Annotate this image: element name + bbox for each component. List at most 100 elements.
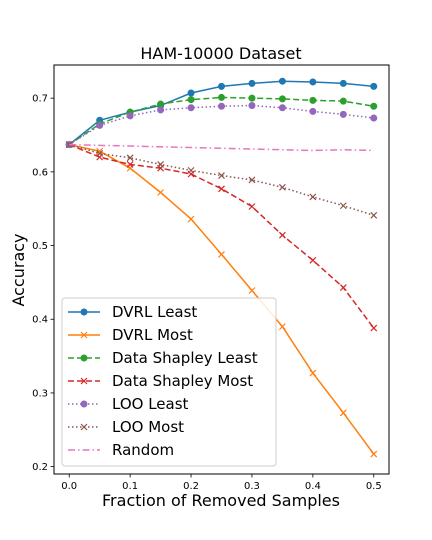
data-point: [309, 256, 317, 264]
data-point: [370, 450, 378, 458]
data-point: [218, 250, 225, 258]
legend-label: DVRL Least: [112, 303, 197, 321]
data-point: [309, 369, 317, 377]
data-point: [309, 96, 317, 104]
data-point: [339, 202, 347, 210]
legend-item: Data Shapley Least: [68, 349, 258, 367]
data-point: [370, 211, 378, 219]
legend-marker: [80, 331, 88, 339]
series-data-shapley-least: [65, 93, 378, 149]
data-point: [309, 107, 317, 115]
series-line: [68, 143, 375, 329]
data-point: [278, 231, 286, 239]
legend-label: LOO Most: [112, 418, 184, 436]
series-line: [69, 143, 374, 217]
plot-frame: [53, 64, 390, 475]
data-point: [248, 79, 256, 87]
data-point: [187, 89, 195, 97]
data-point: [339, 110, 347, 118]
data-point: [218, 102, 226, 110]
x-tick-label: 0.4: [305, 481, 321, 492]
series-line: [68, 80, 374, 146]
legend-item: LOO Most: [68, 418, 184, 436]
data-point: [370, 82, 378, 90]
data-point: [187, 166, 195, 174]
data-point: [248, 176, 256, 184]
data-point: [218, 185, 225, 193]
chart-title: HAM-10000 Dataset: [140, 44, 301, 63]
data-point: [278, 183, 286, 191]
data-point: [339, 97, 347, 105]
legend: DVRL Least DVRL Most Data Shapley Least Dat…: [61, 297, 277, 467]
data-point: [126, 154, 134, 162]
y-axis-title: Accuracy: [9, 233, 28, 306]
data-point: [248, 102, 256, 110]
data-point: [278, 95, 286, 103]
series-line: [68, 104, 374, 146]
y-tick-label: 0.5: [32, 241, 48, 252]
data-point: [248, 287, 256, 294]
data-point: [157, 189, 165, 196]
y-tick-label: 0.2: [32, 462, 48, 473]
legend-marker: [80, 400, 88, 408]
x-tick-label: 0.3: [244, 481, 260, 492]
legend-label: Data Shapley Least: [112, 349, 258, 367]
data-point: [187, 104, 195, 112]
data-point: [339, 284, 347, 291]
series-random: [69, 143, 374, 152]
data-point: [96, 121, 104, 129]
data-point: [157, 100, 165, 108]
data-point: [278, 323, 286, 331]
legend-marker: [80, 377, 88, 385]
x-axis-title: Fraction of Removed Samples: [102, 491, 340, 510]
series-loo-most: [65, 141, 378, 219]
legend-label: LOO Least: [112, 395, 189, 413]
series-line: [69, 143, 374, 152]
x-tick-label: 0.2: [183, 481, 199, 492]
y-tick-label: 0.7: [32, 94, 48, 105]
data-point: [248, 203, 256, 210]
data-point: [157, 161, 165, 168]
data-point: [218, 82, 226, 90]
data-point: [126, 161, 134, 168]
data-point: [370, 102, 378, 110]
y-tick-label: 0.4: [32, 315, 48, 326]
legend-marker: [80, 354, 88, 362]
data-point: [278, 104, 286, 112]
data-point: [126, 112, 134, 120]
legend-item: Data Shapley Most: [68, 372, 253, 390]
data-point: [309, 193, 317, 201]
legend-marker: [80, 308, 88, 316]
legend-box: [61, 297, 277, 467]
legend-label: Data Shapley Most: [112, 372, 253, 390]
legend-marker: [80, 423, 88, 431]
axis-ticks: 0.0 0.1 0.2 0.3 0.4 0.5 0.2 0.3 0.4 0.5 0.6 0.7: [32, 94, 382, 492]
data-point: [309, 78, 317, 86]
data-point: [157, 106, 165, 114]
data-point: [339, 409, 347, 417]
data-point: [96, 147, 104, 155]
data-point: [187, 215, 195, 223]
data-point: [370, 324, 378, 332]
data-point: [187, 96, 195, 104]
legend-label: Random: [112, 441, 174, 459]
y-tick-label: 0.6: [32, 167, 48, 178]
legend-item: LOO Least: [68, 395, 189, 413]
data-point: [370, 114, 378, 122]
legend-item: Random: [68, 441, 174, 459]
data-point: [218, 93, 226, 101]
legend-item: DVRL Least: [68, 303, 197, 321]
y-tick-label: 0.3: [32, 388, 48, 399]
plot-area: [65, 77, 378, 458]
x-tick-label: 0.0: [61, 481, 77, 492]
x-tick-label: 0.1: [122, 481, 138, 492]
data-point: [339, 79, 347, 87]
series-loo-least: [65, 102, 378, 149]
legend-label: DVRL Most: [112, 326, 193, 344]
x-tick-label: 0.5: [366, 481, 382, 492]
data-point: [218, 172, 225, 179]
data-point: [65, 141, 73, 149]
legend-item: DVRL Most: [68, 326, 193, 344]
